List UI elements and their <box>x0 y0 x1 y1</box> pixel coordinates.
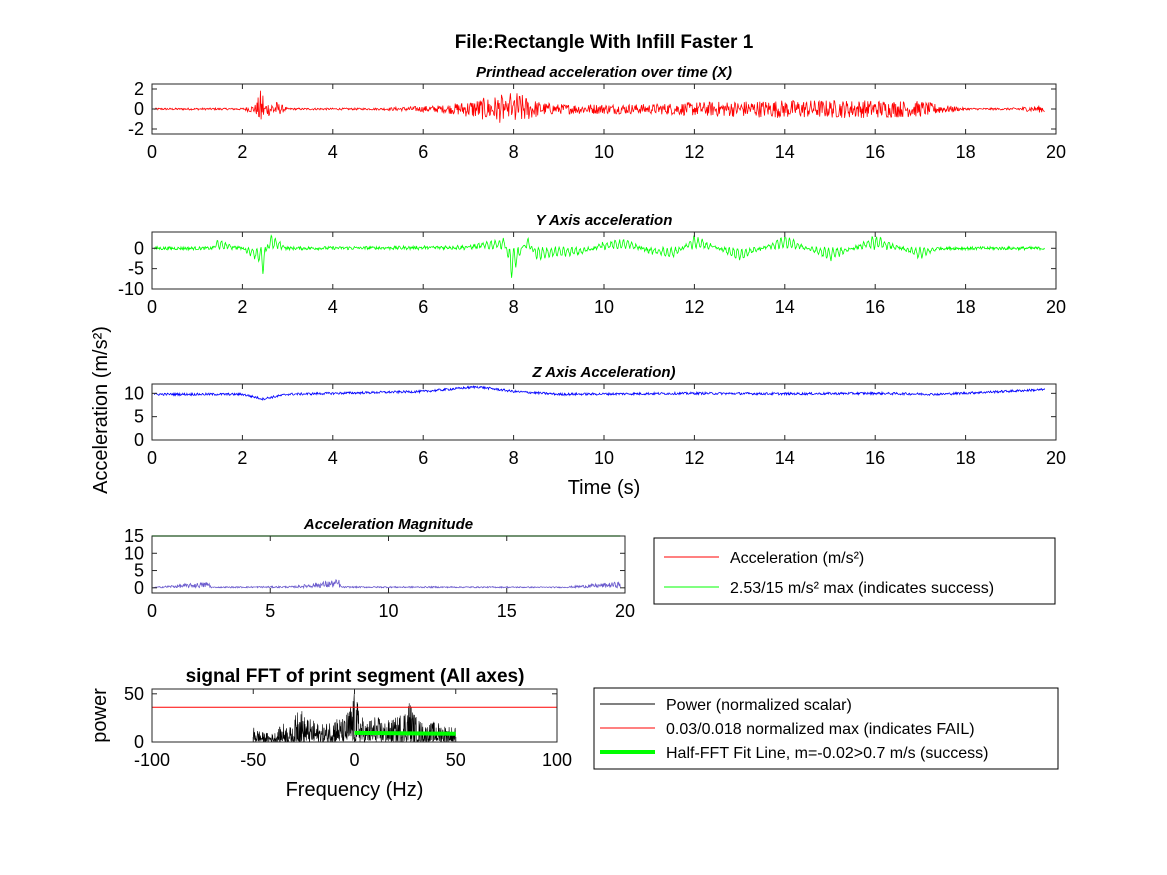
z-acceleration-plot: 0 2 4 6 8 10 12 14 16 18 20 10 5 0 Z Axis Acceleration… <box>124 364 1066 499</box>
magnitude-legend: Acceleration (m/s²) 2.53/15 m/s² max (ind… <box>653 537 1056 605</box>
y-tick-label: 2 <box>134 79 144 99</box>
plot-area <box>152 232 1056 289</box>
fft-legend: Power (normalized scalar) 0.03/0.018 norm… <box>593 687 1059 770</box>
x-tick-label: 4 <box>328 448 338 468</box>
x-tick-label: 12 <box>684 142 704 162</box>
x-tick-label: 0 <box>147 297 157 317</box>
x-tick-label: 8 <box>509 297 519 317</box>
shared-y-axis-label: Acceleration (m/s²) <box>90 326 112 494</box>
y-tick-label: 10 <box>124 543 144 563</box>
x-tick-label: 16 <box>865 448 885 468</box>
figure-title: File:Rectangle With Infill Faster 1 <box>455 32 754 53</box>
x-tick-label: 14 <box>775 448 795 468</box>
y-tick-label: 10 <box>124 383 144 403</box>
series-line <box>153 234 1046 278</box>
x-tick-label: 12 <box>684 448 704 468</box>
x-axis-label: Frequency (Hz) <box>286 779 424 801</box>
x-tick-label: 4 <box>328 297 338 317</box>
x-tick-label: 20 <box>1046 297 1066 317</box>
x-tick-label: 10 <box>594 448 614 468</box>
x-tick-label: 10 <box>594 297 614 317</box>
x-tick-label: 16 <box>865 297 885 317</box>
plot-area <box>152 536 625 593</box>
x-tick-label: 20 <box>615 601 635 621</box>
x-tick-label: -100 <box>134 750 170 770</box>
x-tick-label: 0 <box>147 601 157 621</box>
y-tick-label: 50 <box>124 684 144 704</box>
x-tick-label: 18 <box>956 142 976 162</box>
plot-title: Z Axis Acceleration) <box>531 364 675 381</box>
legend-label: 2.53/15 m/s² max (indicates success) <box>730 580 994 597</box>
y-tick-label: 5 <box>134 561 144 581</box>
y-tick-label: 5 <box>134 407 144 427</box>
x-tick-label: 50 <box>446 750 466 770</box>
x-tick-label: 2 <box>237 142 247 162</box>
x-tick-label: 12 <box>684 297 704 317</box>
fft-plot: -100 -50 0 50 100 50 0 signal FFT of print segm… <box>89 666 572 801</box>
legend-label: Power (normalized scalar) <box>666 697 852 714</box>
y-axis-label: power <box>89 688 111 743</box>
y-tick-label: -2 <box>128 119 144 139</box>
x-tick-label: 20 <box>1046 142 1066 162</box>
fft-legend-box <box>593 687 1059 770</box>
x-tick-label: 6 <box>418 142 428 162</box>
legend-label: 0.03/0.018 normalized max (indicates FAI… <box>666 721 975 738</box>
y-tick-label: 15 <box>124 526 144 546</box>
x-tick-label: 10 <box>378 601 398 621</box>
plot-title: Y Axis acceleration <box>536 212 673 229</box>
x-tick-label: 6 <box>418 297 428 317</box>
x-tick-label: 16 <box>865 142 885 162</box>
x-tick-label: 14 <box>775 142 795 162</box>
y-acceleration-plot: 0 2 4 6 8 10 12 14 16 18 20 0-5-10 Y Axis accelerati… <box>118 212 1066 317</box>
series-line <box>153 90 1045 123</box>
x-tick-label: 10 <box>594 142 614 162</box>
plot-title: signal FFT of print segment (All axes) <box>186 666 525 687</box>
x-tick-label: 2 <box>237 297 247 317</box>
x-tick-label: 4 <box>328 142 338 162</box>
magnitude-legend-box <box>653 537 1056 605</box>
x-tick-label: 100 <box>542 750 572 770</box>
y-tick-label: 0 <box>134 99 144 119</box>
x-tick-label: 8 <box>509 142 519 162</box>
fit-line <box>354 730 456 736</box>
y-tick-label: 0 <box>134 732 144 752</box>
plot-area <box>152 384 1056 440</box>
legend-label: Acceleration (m/s²) <box>730 550 864 567</box>
x-tick-label: 0 <box>147 142 157 162</box>
x-tick-label: 20 <box>1046 448 1066 468</box>
magnitude-trace <box>152 579 621 590</box>
x-tick-label: 5 <box>265 601 275 621</box>
y-tick-label: -10 <box>118 279 144 299</box>
x-tick-label: 0 <box>349 750 359 770</box>
legend-label: Half-FFT Fit Line, m=-0.02>0.7 m/s (succ… <box>666 745 988 762</box>
series-line <box>153 385 1046 401</box>
y-tick-label: 0 <box>134 430 144 450</box>
y-tick-label: 0 <box>134 578 144 598</box>
x-tick-label: 18 <box>956 297 976 317</box>
x-axis-label: Time (s) <box>568 477 641 499</box>
x-tick-label: 14 <box>775 297 795 317</box>
x-tick-label: 0 <box>147 448 157 468</box>
x-tick-label: 18 <box>956 448 976 468</box>
x-tick-label: 6 <box>418 448 428 468</box>
y-tick-label: -5 <box>128 259 144 279</box>
x-tick-label: -50 <box>240 750 266 770</box>
x-tick-label: 8 <box>509 448 519 468</box>
x-tick-label: 15 <box>497 601 517 621</box>
plot-title: Acceleration Magnitude <box>303 516 473 533</box>
plot-title: Printhead acceleration over time (X) <box>476 64 732 81</box>
x-tick-label: 2 <box>237 448 247 468</box>
y-tick-label: 0 <box>134 238 144 258</box>
